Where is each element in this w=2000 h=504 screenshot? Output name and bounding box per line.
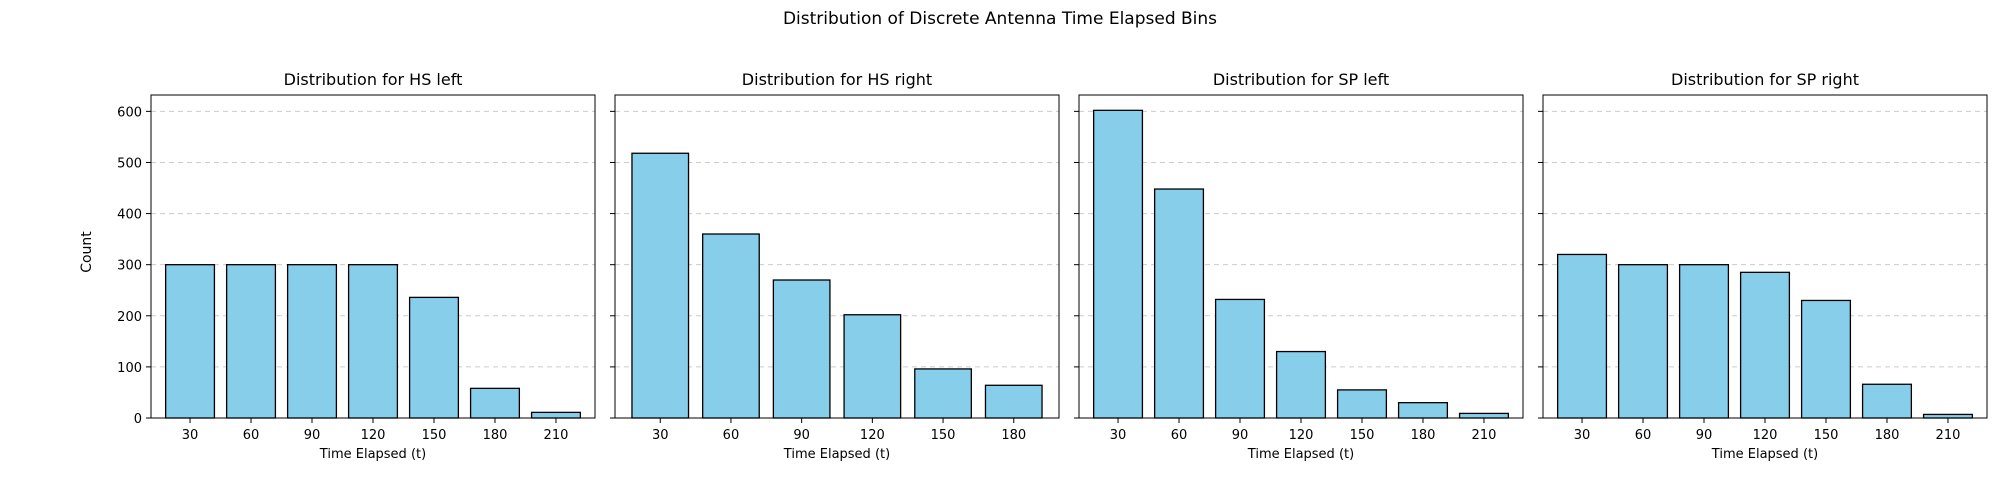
x-tick-label: 60 [723,428,740,443]
x-tick-label: 180 [483,428,508,443]
subplot-title: Distribution for SP left [1213,70,1389,89]
subplot-3: 30 60 90 120 150 180 210 Distribution for SP le… [1074,70,1524,462]
figure-suptitle: Distribution of Discrete Antenna Time El… [783,9,1217,29]
x-tick-label: 90 [1232,428,1249,443]
subplot-1: 0 100 200 300 400 500 600 30 60 90 120 150 180 210 Dis… [117,70,596,462]
x-tick-label: 120 [860,428,885,443]
y-tick-label: 300 [117,259,142,274]
x-tick-label: 180 [1411,428,1436,443]
bar-90 [1678,264,1730,419]
bar-60 [1153,188,1205,419]
x-tick-label: 180 [1001,428,1026,443]
x-tick-label: 150 [1350,428,1375,443]
y-tick-label: 100 [117,361,142,376]
x-tick-label: 120 [361,428,386,443]
x-tick-label: 180 [1875,428,1900,443]
bar-120 [347,264,399,419]
axes-frame [150,94,596,419]
x-axis-label: Time Elapsed (t) [783,447,890,462]
y-axis-label: Count [79,231,95,273]
bar-30 [631,152,690,419]
bar-30 [164,264,216,419]
bar-30 [1556,253,1608,419]
bar-180 [1861,383,1913,419]
subplot-4: 30 60 90 120 150 180 210 Distribution for SP ri… [1538,70,1988,462]
x-axis-label: Time Elapsed (t) [1711,447,1818,462]
subplot-title: Distribution for HS left [284,70,463,89]
subplot-2: 30 60 90 120 150 180 Distribution for HS right… [610,70,1060,462]
x-tick-label: 150 [931,428,956,443]
x-axis-label: Time Elapsed (t) [319,447,426,462]
subplot-title: Distribution for SP right [1671,70,1859,89]
bar-60 [702,233,760,419]
x-axis-label: Time Elapsed (t) [1247,447,1354,462]
x-tick-label: 210 [544,428,569,443]
x-tick-label: 30 [182,428,199,443]
x-tick-label: 90 [304,428,321,443]
x-tick-label: 210 [1472,428,1497,443]
x-tick-label: 60 [1171,428,1188,443]
x-tick-label: 150 [1814,428,1839,443]
bar-210 [530,411,582,419]
x-tick-label: 30 [652,428,669,443]
axes-frame [614,94,1060,419]
bar-90 [286,264,338,419]
bar-150 [408,296,460,419]
bar-120 [843,314,902,419]
x-tick-label: 90 [793,428,810,443]
x-tick-label: 90 [1696,428,1713,443]
axes-frame [1078,94,1524,419]
subplots: 0 100 200 300 400 500 600 30 60 90 120 150 180 210 Dis… [117,70,1988,462]
y-tick-label: 600 [117,105,142,120]
y-tick-label: 0 [134,412,142,427]
bar-120 [1739,271,1791,419]
bar-180 [984,384,1043,419]
x-tick-label: 30 [1110,428,1127,443]
bar-90 [772,279,831,419]
bar-30 [1092,109,1144,419]
bar-180 [469,387,521,419]
x-tick-label: 120 [1289,428,1314,443]
bar-150 [1336,389,1388,419]
x-tick-label: 60 [243,428,260,443]
bar-90 [1214,298,1266,419]
bar-180 [1397,402,1449,419]
bar-210 [1458,412,1510,419]
bar-120 [1275,350,1327,419]
x-tick-label: 30 [1574,428,1591,443]
y-tick-label: 200 [117,310,142,325]
x-tick-label: 120 [1753,428,1778,443]
axes-frame [1542,94,1988,419]
y-tick-label: 400 [117,208,142,223]
bar-150 [914,368,972,419]
bar-60 [225,264,277,419]
bar-210 [1922,413,1974,419]
x-tick-label: 150 [422,428,447,443]
x-tick-label: 210 [1936,428,1961,443]
bar-150 [1800,299,1852,419]
y-tick-label: 500 [117,156,142,171]
bar-60 [1617,264,1669,419]
subplot-title: Distribution for HS right [742,70,932,89]
x-tick-label: 60 [1635,428,1652,443]
